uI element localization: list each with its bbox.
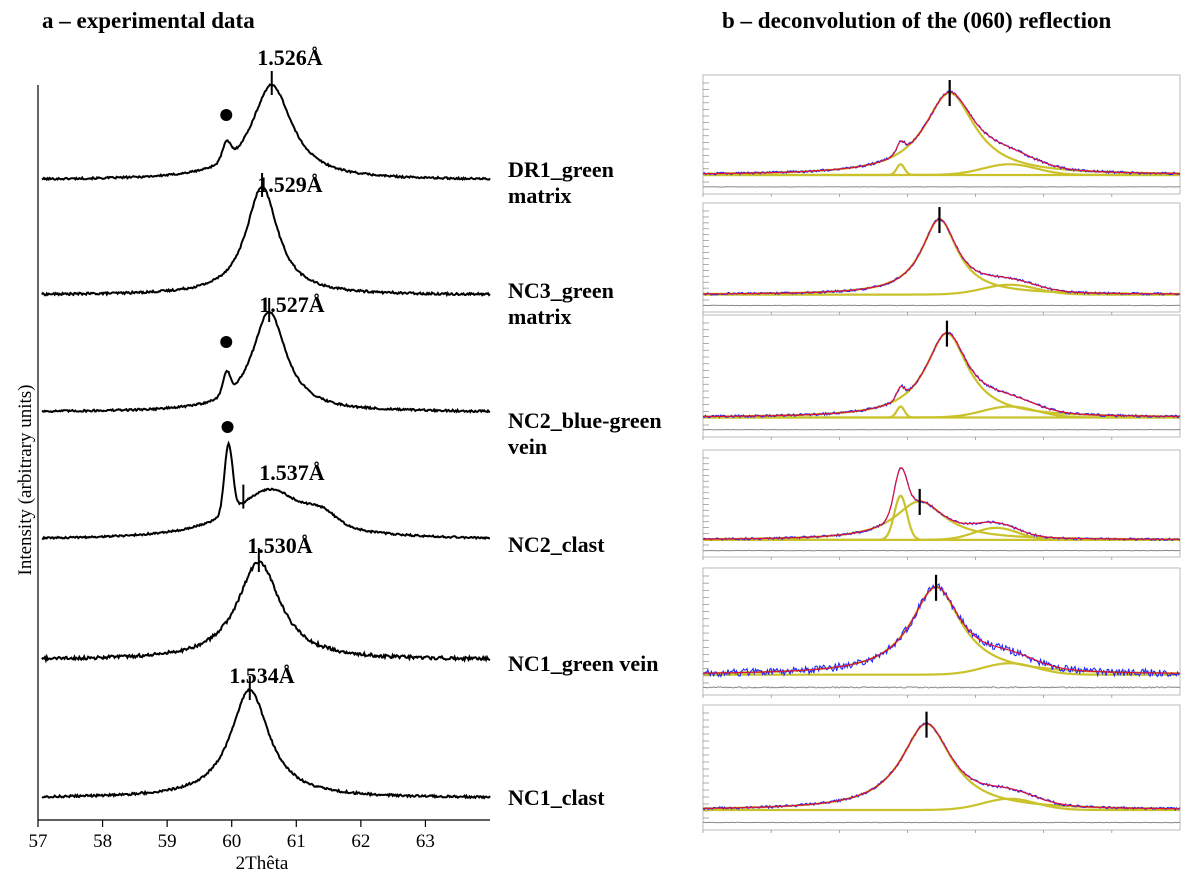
panel-b-title: b – deconvolution of the (060) reflectio…	[722, 8, 1112, 33]
d-spacing-label: 1.527Å	[259, 292, 325, 317]
x-tick-label: 62	[351, 831, 370, 852]
sample-label-dr1: DR1_green matrix	[508, 157, 614, 208]
fit-sum-curve	[703, 91, 1180, 175]
series-0: 1.526Å	[41, 45, 491, 182]
shoulder-dot	[220, 336, 233, 348]
series-5: 1.534Å	[41, 663, 491, 800]
d-spacing-label: 1.526Å	[257, 45, 323, 70]
panel-a-title: a – experimental data	[42, 8, 255, 33]
subplot-frame	[702, 704, 1181, 831]
sample-label-nc1-vein: NC1_green vein	[508, 651, 659, 676]
deconv-subplot-3	[702, 449, 1181, 560]
series-curve	[41, 687, 491, 800]
component-curve	[703, 797, 1180, 812]
subplot-frame	[702, 314, 1181, 438]
deconv-subplot-4	[702, 567, 1181, 698]
sample-label-nc2-clast: NC2_clast	[508, 532, 605, 557]
series-1: 1.529Å	[41, 172, 491, 298]
series-4: 1.530Å	[41, 533, 491, 664]
x-tick-label: 59	[158, 831, 177, 852]
deconv-subplot-5	[702, 704, 1181, 833]
fit-sum-curve	[703, 331, 1181, 418]
x-tick-label: 58	[93, 831, 112, 852]
subplot-frame	[702, 74, 1181, 195]
sample-label-nc2-vein: NC2_blue-green vein	[508, 408, 662, 459]
d-spacing-label: 1.530Å	[247, 533, 313, 558]
x-tick-label: 63	[416, 831, 435, 852]
series-curve	[41, 184, 491, 298]
sample-label-nc3: NC3_green matrix	[508, 278, 614, 329]
x-tick-label: 57	[29, 831, 48, 852]
sample-label-nc1-clast: NC1_clast	[508, 785, 605, 810]
deconv-subplot-0	[702, 74, 1181, 197]
component-curve	[703, 163, 1180, 177]
series-curve	[41, 440, 491, 541]
shoulder-dot	[221, 421, 234, 433]
component-curve	[703, 283, 1180, 296]
d-spacing-label: 1.529Å	[257, 172, 323, 197]
shoulder-dot	[220, 109, 233, 121]
d-spacing-label: 1.534Å	[229, 663, 295, 688]
d-spacing-label: 1.537Å	[259, 460, 325, 485]
deconv-subplot-1	[702, 202, 1181, 315]
fit-sum-curve	[703, 586, 1180, 674]
series-curve	[41, 560, 491, 664]
series-3: 1.537Å	[41, 421, 491, 541]
residual-curve	[702, 686, 1181, 689]
series-curve	[41, 311, 491, 414]
component-curve	[703, 526, 1180, 541]
series-curve	[41, 83, 491, 182]
residual-curve	[702, 186, 1181, 188]
component-curve	[703, 662, 1180, 676]
fit-sum-curve	[703, 467, 1181, 540]
fit-sum-curve	[703, 723, 1181, 810]
fit-sum-curve	[703, 218, 1180, 295]
deconv-subplot-2	[702, 314, 1181, 440]
component-curve	[703, 405, 1180, 419]
x-axis-label: 2Thêta	[235, 853, 289, 874]
x-tick-label: 60	[222, 831, 241, 852]
series-2: 1.527Å	[41, 292, 491, 414]
x-tick-label: 61	[287, 831, 306, 852]
